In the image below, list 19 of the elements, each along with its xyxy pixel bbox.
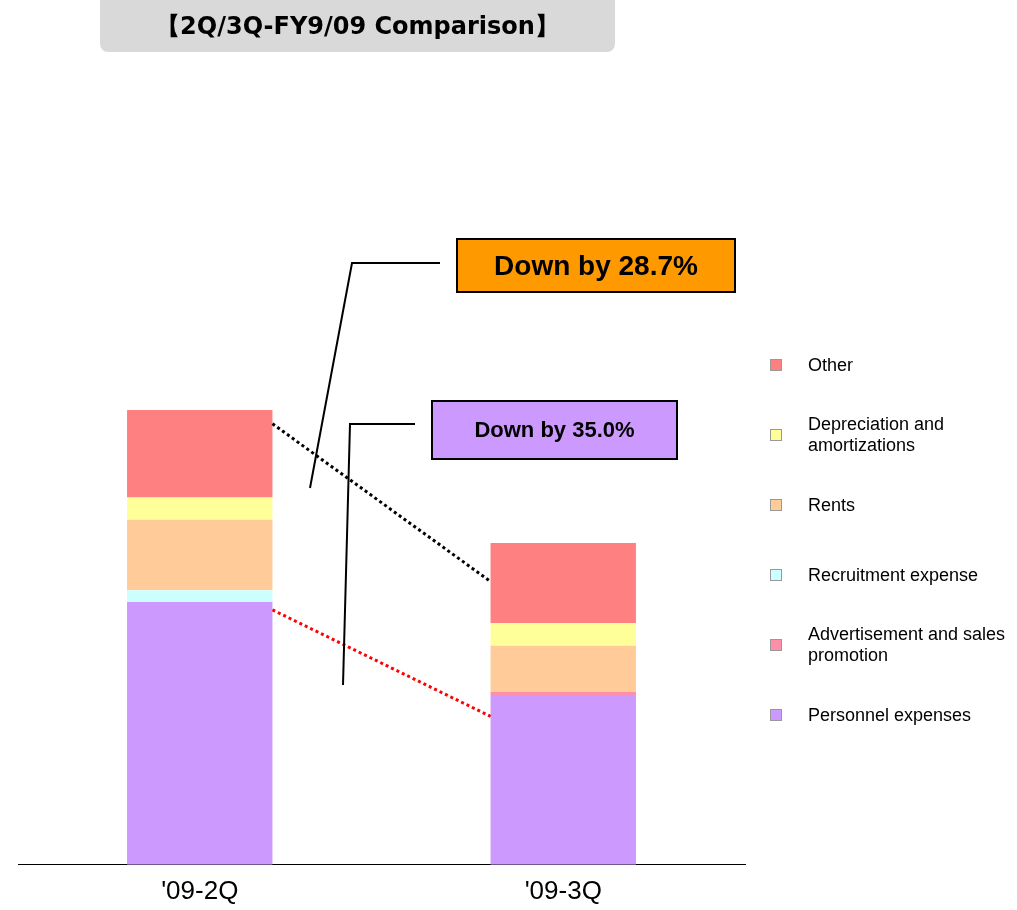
legend-label: Rents	[808, 494, 856, 516]
bar	[490, 623, 636, 646]
chart-title: 【2Q/3Q-FY9/09 Comparison】	[100, 0, 615, 52]
legend-label: Other	[808, 354, 854, 376]
bar	[127, 519, 273, 591]
bar	[490, 696, 636, 865]
bar	[127, 497, 273, 520]
legend-label: Personnel expenses	[808, 704, 972, 726]
bar	[127, 590, 273, 602]
x-tick-label: '09-3Q	[524, 874, 602, 905]
legend-label: Recruitment expense	[808, 564, 979, 586]
bar	[490, 692, 636, 697]
bar	[490, 542, 636, 624]
bar	[127, 601, 273, 865]
legend-label: Advertisement and sales promotion	[808, 624, 1007, 666]
bar	[127, 410, 273, 498]
bar	[490, 645, 636, 693]
x-tick-label: '09-2Q	[161, 874, 239, 905]
legend-label: Depreciation and amortizations	[808, 414, 946, 456]
